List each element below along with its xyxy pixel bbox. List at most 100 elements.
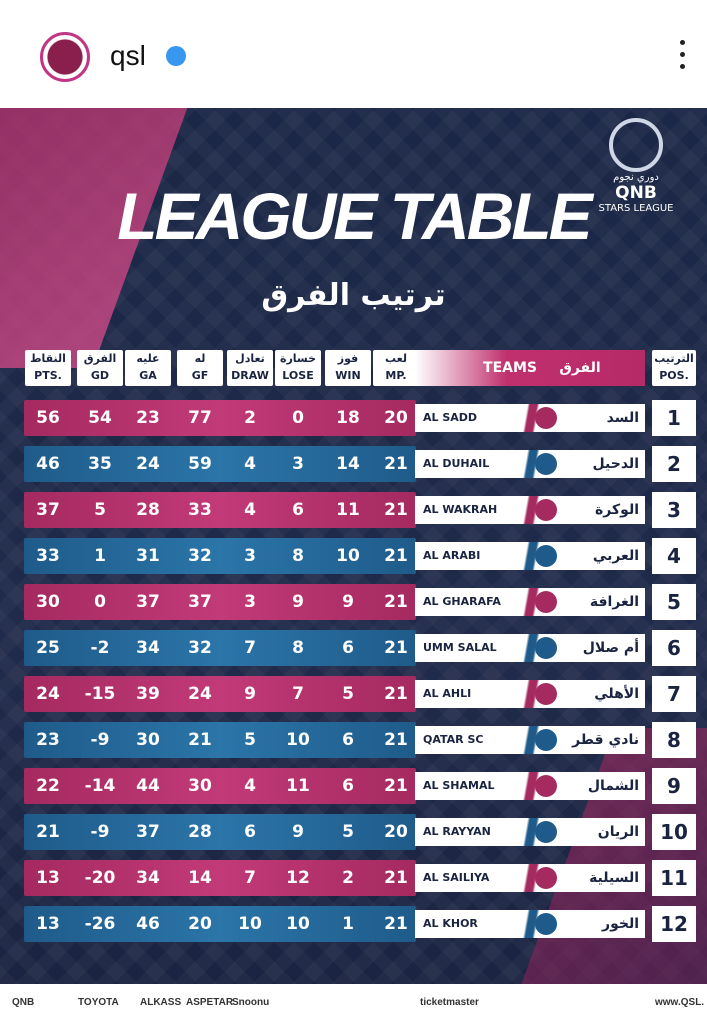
stat-cell: 37 [188, 592, 212, 612]
team-name-en: AL SAILIYA [423, 871, 490, 884]
column-header: النقاط PTS. [25, 350, 71, 386]
stat-cell: 33 [36, 546, 60, 566]
stat-cell: 56 [36, 408, 60, 428]
column-header: TEAMS الفرق [415, 350, 645, 386]
table-row [24, 446, 416, 482]
stat-cell: 20 [384, 822, 408, 842]
team-cell: AL SHAMAL الشمال [415, 772, 645, 800]
stat-cell: 35 [88, 454, 112, 474]
stat-cell: 3 [244, 546, 256, 566]
team-name-en: AL WAKRAH [423, 503, 498, 516]
post-header: qsl [0, 0, 707, 108]
stat-cell: 9 [292, 592, 304, 612]
position: 11 [652, 860, 696, 896]
stat-cell: 7 [244, 868, 256, 888]
stat-cell: 8 [292, 638, 304, 658]
sponsor-logo: ASPETAR [186, 997, 234, 1008]
stat-cell: 37 [36, 500, 60, 520]
position: 6 [652, 630, 696, 666]
stat-cell: 25 [36, 638, 60, 658]
stat-cell: 18 [336, 408, 360, 428]
team-cell: AL SAILIYA السيلية [415, 864, 645, 892]
stat-cell: -14 [84, 776, 116, 796]
column-header-en: GF [191, 369, 209, 382]
team-name-ar: السد [606, 410, 639, 426]
column-header-en: GD [90, 369, 110, 382]
username[interactable]: qsl [110, 40, 146, 71]
stat-cell: 11 [286, 776, 310, 796]
stat-cell: 34 [136, 868, 160, 888]
logo-emblem [609, 118, 663, 172]
team-name-ar: الخور [602, 916, 639, 932]
column-header: تعادل DRAW [227, 350, 273, 386]
stat-cell: 20 [384, 408, 408, 428]
column-header: الفرق GD [77, 350, 123, 386]
team-name-ar: أم صلال [582, 640, 639, 656]
team-crest [535, 591, 557, 613]
stat-cell: 13 [36, 914, 60, 934]
sponsor-logo: Snoonu [232, 997, 270, 1008]
sponsor-logo: www.QSL. [655, 997, 705, 1008]
league-logo: دوري نجوم QNB STARS LEAGUE [576, 118, 696, 214]
column-header-ar: تعادل [235, 352, 265, 365]
team-crest [535, 683, 557, 705]
stat-cell: 6 [342, 638, 354, 658]
team-cell: UMM SALAL أم صلال [415, 634, 645, 662]
stat-cell: 6 [244, 822, 256, 842]
more-options[interactable] [680, 40, 688, 74]
team-name-en: AL AHLI [423, 687, 472, 700]
team-crest [535, 637, 557, 659]
team-name-en: UMM SALAL [423, 641, 497, 654]
column-header-en: DRAW [231, 369, 269, 382]
stat-cell: 23 [136, 408, 160, 428]
avatar[interactable] [40, 32, 90, 82]
team-name-ar: الوكرة [595, 502, 639, 518]
position: 2 [652, 446, 696, 482]
column-header-en: GA [139, 369, 157, 382]
team-name-ar: نادي قطر [572, 732, 639, 748]
team-cell: AL WAKRAH الوكرة [415, 496, 645, 524]
stat-cell: 5 [244, 730, 256, 750]
column-header: له GF [177, 350, 223, 386]
stat-cell: 10 [336, 546, 360, 566]
team-name-en: AL DUHAIL [423, 457, 490, 470]
logo-english: STARS LEAGUE [598, 203, 674, 214]
post-image: دوري نجوم QNB STARS LEAGUE LEAGUE TABLE … [0, 108, 707, 1024]
table-row [24, 630, 416, 666]
team-name-en: AL SADD [423, 411, 478, 424]
column-header-en: LOSE [282, 369, 314, 382]
stat-cell: 4 [244, 500, 256, 520]
team-cell: AL AHLI الأهلي [415, 680, 645, 708]
stat-cell: 9 [342, 592, 354, 612]
position: 8 [652, 722, 696, 758]
verified-badge [166, 46, 186, 66]
stat-cell: 9 [244, 684, 256, 704]
table-row [24, 584, 416, 620]
column-header-en: POS. [659, 369, 689, 382]
column-header-en: MP. [385, 369, 407, 382]
column-header-ar: فوز [337, 352, 359, 365]
stat-cell: 0 [292, 408, 304, 428]
stat-cell: 0 [94, 592, 106, 612]
stat-cell: 7 [244, 638, 256, 658]
team-crest [535, 407, 557, 429]
stat-cell: 21 [384, 638, 408, 658]
team-cell: AL KHOR الخور [415, 910, 645, 938]
team-name-en: AL KHOR [423, 917, 478, 930]
stat-cell: 6 [342, 730, 354, 750]
column-header-en: TEAMS [483, 360, 537, 376]
sponsor-logo: TOYOTA [78, 997, 119, 1008]
stat-cell: 46 [36, 454, 60, 474]
team-crest [535, 775, 557, 797]
stat-cell: 8 [292, 546, 304, 566]
team-name-ar: الدحيل [592, 456, 639, 472]
team-cell: AL ARABI العربي [415, 542, 645, 570]
stat-cell: 1 [94, 546, 106, 566]
stat-cell: 21 [384, 730, 408, 750]
team-name-ar: الغرافة [589, 594, 639, 610]
team-name-en: QATAR SC [423, 733, 484, 746]
team-crest [535, 821, 557, 843]
team-cell: AL SADD السد [415, 404, 645, 432]
position: 1 [652, 400, 696, 436]
team-name-ar: العربي [592, 548, 639, 564]
